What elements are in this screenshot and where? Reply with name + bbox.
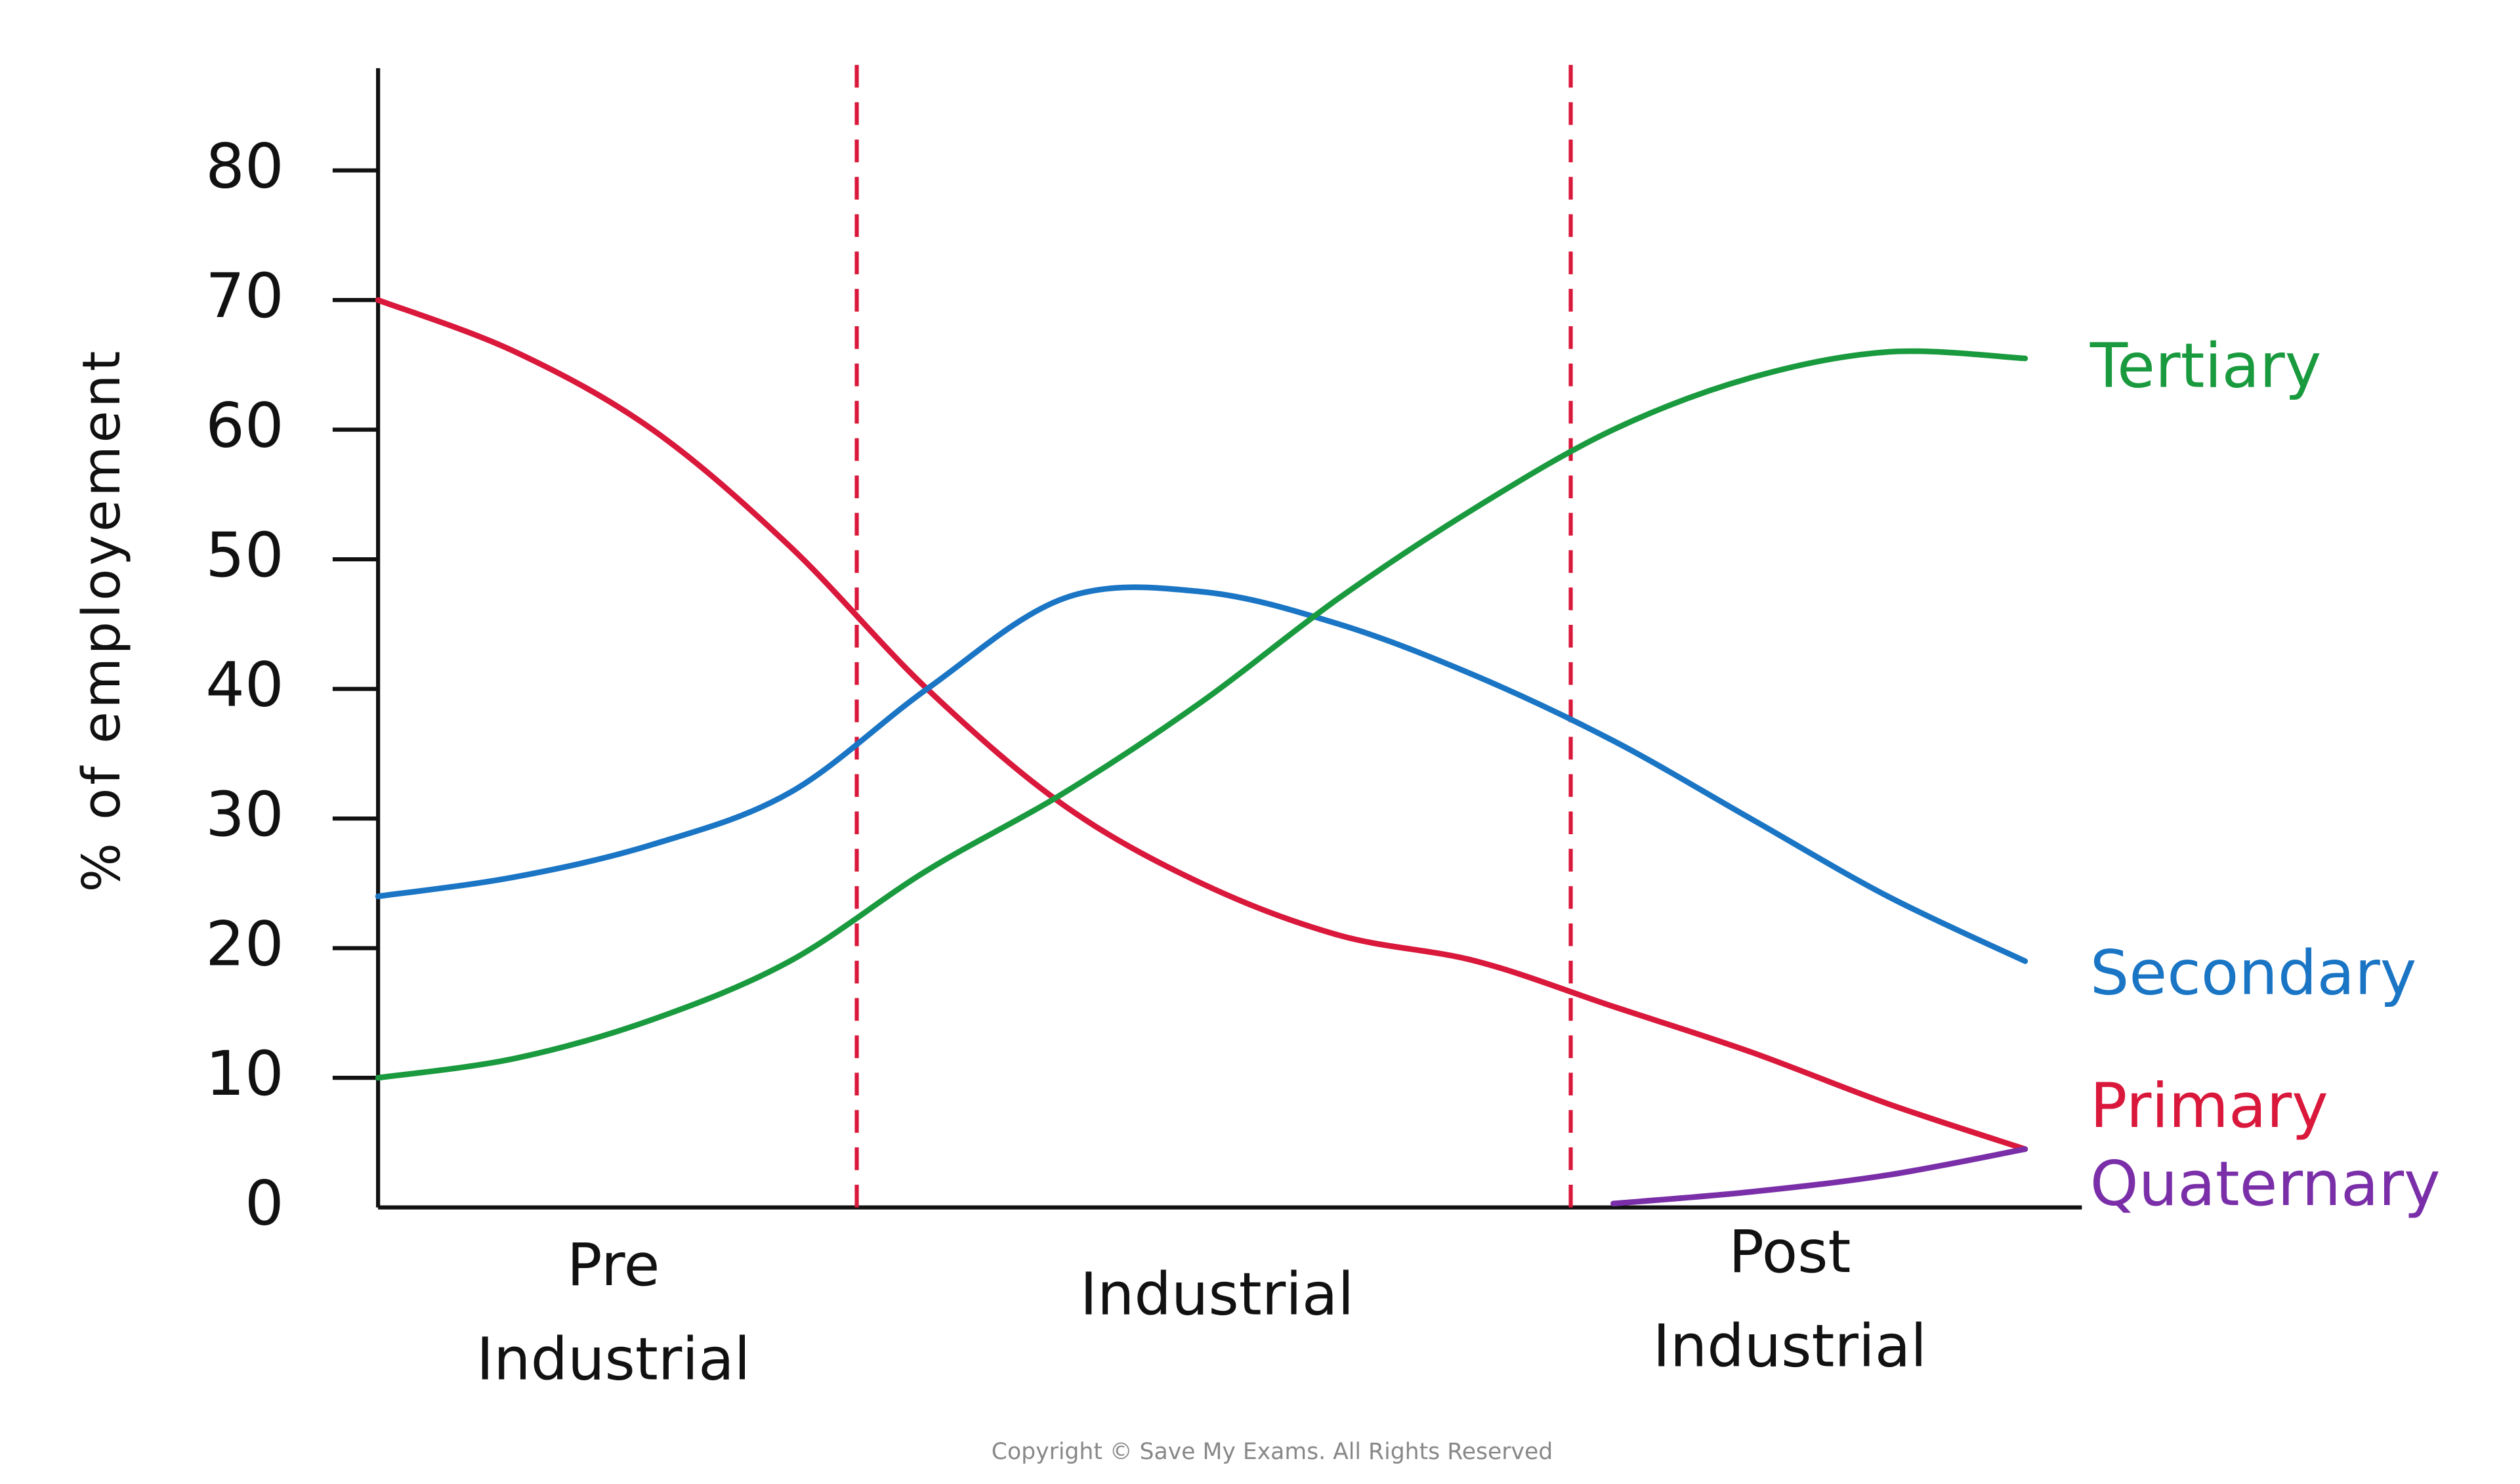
y-axis-title: % of employement bbox=[72, 348, 132, 893]
y-tick-label: 10 bbox=[205, 1038, 284, 1110]
legend-label: Tertiary bbox=[2090, 331, 2322, 402]
series-line bbox=[375, 348, 2028, 1081]
y-tick-label: 50 bbox=[205, 520, 284, 591]
y-tick-label: 70 bbox=[205, 261, 284, 332]
stage-label: Industrial bbox=[1653, 1312, 1927, 1380]
series-line bbox=[375, 297, 2028, 1153]
y-tick-label: 20 bbox=[205, 909, 284, 981]
copyright: Copyright © Save My Exams. All Rights Re… bbox=[992, 1439, 1553, 1465]
y-tick-label: 60 bbox=[205, 391, 284, 462]
legend-label: Quaternary bbox=[2090, 1149, 2441, 1220]
y-tick-label: 0 bbox=[245, 1168, 284, 1240]
stage-label: Pre bbox=[567, 1231, 660, 1299]
y-tick-label: 30 bbox=[205, 779, 284, 851]
legend-label: Secondary bbox=[2090, 937, 2417, 1009]
legend-label: Primary bbox=[2090, 1071, 2328, 1142]
stage-label: Post bbox=[1729, 1218, 1851, 1286]
y-tick-label: 40 bbox=[205, 650, 284, 721]
y-tick-label: 80 bbox=[205, 131, 284, 203]
series-line bbox=[375, 584, 2028, 964]
stage-label: Industrial bbox=[476, 1325, 750, 1393]
stage-label: Industrial bbox=[1080, 1260, 1354, 1328]
series-line bbox=[1610, 1146, 2028, 1207]
